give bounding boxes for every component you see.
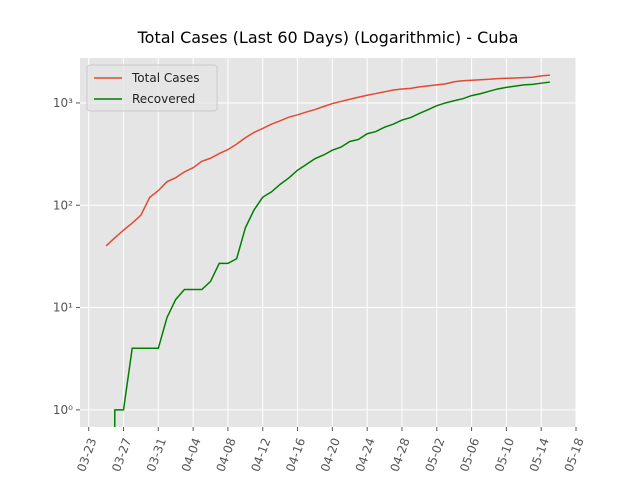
x-tick-label: 04-16 [283,436,308,474]
x-tick-label: 05-02 [422,436,447,474]
x-tick-label: 05-10 [492,436,517,474]
y-tick-label: 10⁰ [53,403,73,417]
x-tick-label: 04-24 [353,436,378,474]
x-tick-label: 03-23 [74,436,99,474]
y-tick-label: 10¹ [53,301,73,315]
plot-area [80,58,576,427]
x-tick-label: 03-27 [109,436,134,474]
x-tick-label: 05-14 [527,436,552,474]
y-tick-label: 10³ [53,96,73,110]
x-tick-label: 05-18 [562,436,587,474]
x-tick-label: 05-06 [457,436,482,474]
x-tick-label: 04-12 [248,436,273,474]
chart-title: Total Cases (Last 60 Days) (Logarithmic)… [137,28,519,47]
x-tick-label: 03-31 [144,436,169,474]
legend-label: Total Cases [131,71,199,85]
grid [80,58,577,427]
series-line [113,81,550,427]
x-tick-label: 04-04 [179,436,204,474]
x-tick-label: 04-08 [214,436,239,474]
x-tick-label: 04-28 [388,436,413,474]
legend-label: Recovered [132,92,195,106]
y-tick-label: 10² [53,198,73,212]
series-line [105,74,550,247]
x-tick-label: 04-20 [318,436,343,474]
lines [105,74,550,427]
legend: Total Cases Recovered [86,64,218,112]
